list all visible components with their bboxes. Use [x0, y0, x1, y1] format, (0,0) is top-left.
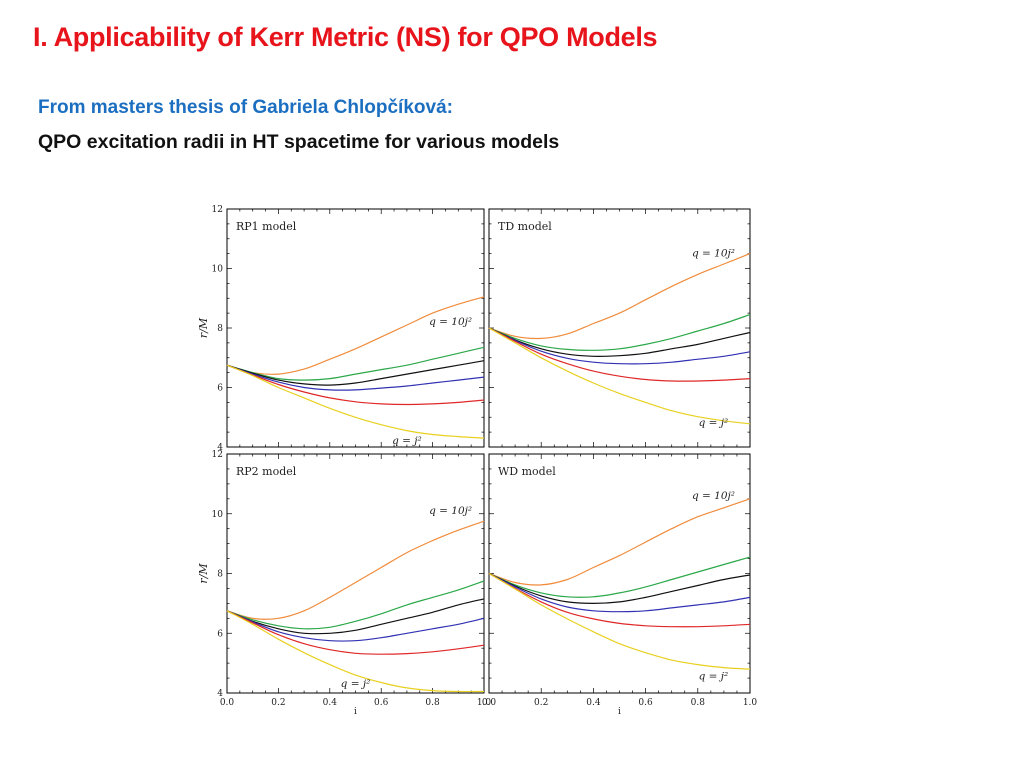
series-line-3: [488, 327, 751, 357]
panel-title: TD model: [498, 220, 552, 233]
curve-annotation: q = j²: [392, 435, 422, 447]
series-line-1: [488, 498, 751, 586]
panel-title: RP2 model: [236, 465, 297, 478]
series-line-5: [226, 364, 485, 406]
series-line-3: [226, 598, 485, 635]
chart-panel-3: 4 6 8 10 12 0.0 0.2 0.4 0.6 0.8 1.0 r/M i RP2 model q …: [197, 450, 491, 717]
y-tick-label: 4: [217, 443, 223, 453]
x-tick-label: 0.2: [534, 698, 548, 708]
y-tick-label: 10: [212, 265, 224, 275]
slide-title: I. Applicability of Kerr Metric (NS) for…: [33, 22, 658, 52]
curve-annotation: q = j²: [699, 417, 729, 429]
x-tick-label: 0.6: [374, 698, 389, 708]
series-line-6: [488, 572, 751, 670]
thesis-attribution: From masters thesis of Gabriela Chlopčík…: [38, 97, 453, 118]
plot-frame: [226, 453, 485, 694]
x-axis-label: i: [354, 707, 357, 717]
series-line-6: [226, 610, 485, 693]
series-line-4: [488, 572, 751, 613]
x-tick-label: 0.8: [425, 698, 440, 708]
series-line-1: [488, 253, 751, 340]
series-line-1: [226, 296, 485, 375]
curve-annotation: q = 10j²: [692, 490, 735, 502]
series-line-3: [226, 360, 485, 386]
x-tick-label: 0.0: [220, 698, 235, 708]
series-line-5: [226, 610, 485, 655]
chart-panel-4: 0.0 0.2 0.4 0.6 0.8 1.0 i WD model q = 10j² q = j…: [482, 453, 758, 717]
curve-annotation: q = j²: [341, 678, 371, 690]
series-line-1: [226, 520, 485, 620]
panel-title: RP1 model: [236, 220, 297, 233]
x-tick-label: 1.0: [743, 698, 758, 708]
series-line-6: [488, 327, 751, 425]
chart-panel-1: 4 6 8 10 12 r/M RP1 model q = 10j² q = j²: [197, 205, 485, 453]
series-line-4: [226, 364, 485, 391]
series-line-5: [488, 572, 751, 628]
curve-annotation: q = 10j²: [429, 316, 472, 328]
series-line-4: [226, 610, 485, 642]
series-line-2: [488, 556, 751, 598]
series-line-4: [488, 327, 751, 365]
y-axis-label: r/M: [197, 317, 210, 338]
x-tick-label: 0.6: [638, 698, 653, 708]
series-line-3: [488, 572, 751, 605]
x-tick-label: 0.8: [691, 698, 706, 708]
x-tick-label: 0.0: [482, 698, 497, 708]
y-tick-label: 6: [217, 384, 223, 394]
x-axis-label: i: [618, 707, 621, 717]
x-tick-label: 1.0: [477, 698, 492, 708]
series-line-5: [488, 327, 751, 382]
panel-title: WD model: [498, 465, 556, 478]
series-line-2: [488, 314, 751, 351]
y-tick-label: 8: [217, 570, 223, 580]
x-tick-label: 0.4: [586, 698, 601, 708]
series-line-6: [226, 364, 485, 439]
y-tick-label: 12: [212, 450, 223, 460]
y-tick-label: 6: [217, 629, 223, 639]
curve-annotation: q = 10j²: [429, 505, 472, 517]
y-tick-label: 10: [212, 510, 224, 520]
y-tick-label: 12: [212, 205, 223, 215]
x-tick-label: 0.2: [271, 698, 285, 708]
curve-annotation: q = 10j²: [692, 248, 735, 260]
curve-annotation: q = j²: [699, 671, 729, 683]
chart-panel-2: TD model q = 10j² q = j²: [488, 208, 751, 448]
y-tick-label: 8: [217, 324, 223, 334]
series-line-2: [226, 346, 485, 381]
y-axis-label: r/M: [197, 563, 210, 584]
figure-caption: QPO excitation radii in HT spacetime for…: [38, 131, 560, 153]
plot-frame: [488, 208, 751, 448]
y-tick-label: 4: [217, 689, 223, 699]
series-line-2: [226, 580, 485, 630]
x-tick-label: 0.4: [323, 698, 338, 708]
